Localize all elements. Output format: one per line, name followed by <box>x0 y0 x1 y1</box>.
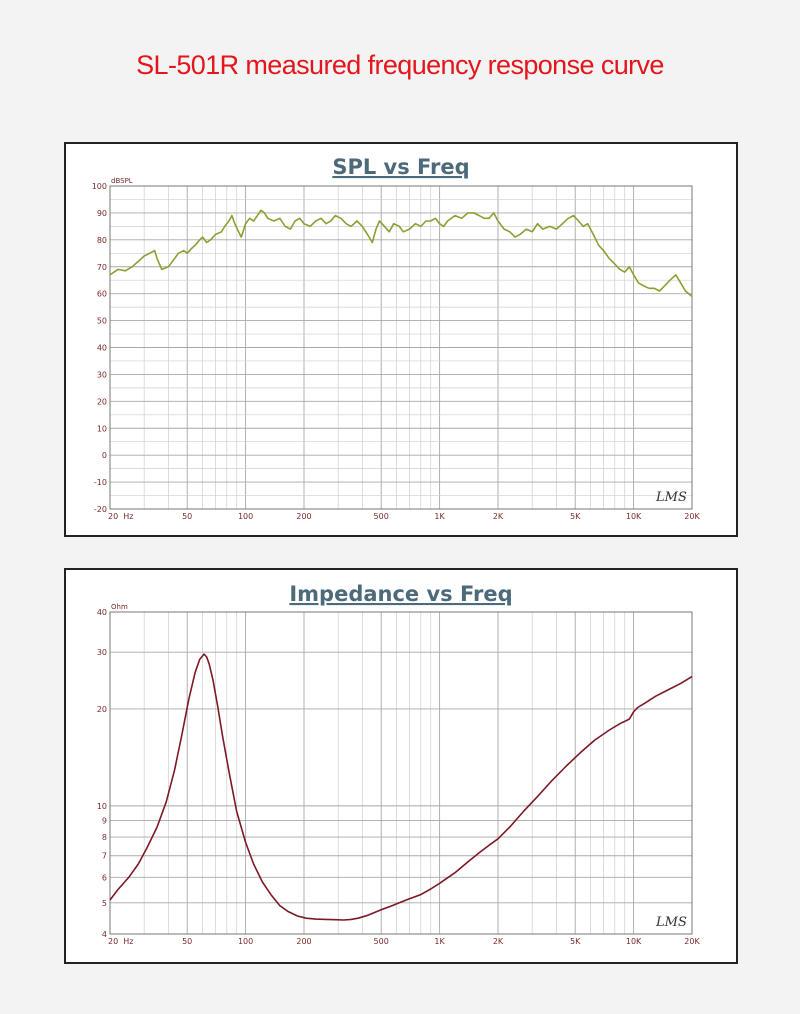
plot-frame <box>109 185 693 510</box>
y-tick-label: 6 <box>102 873 107 882</box>
y-tick-label: -10 <box>94 478 107 487</box>
x-tick-label: 1K <box>434 512 445 521</box>
y-tick-label: 40 <box>97 344 107 353</box>
lms-watermark: LMS <box>655 490 687 505</box>
y-tick-label: 10 <box>97 424 107 433</box>
y-tick-label: 5 <box>102 899 107 908</box>
x-tick-label: 1K <box>434 937 445 946</box>
x-tick-label: 50 <box>182 937 192 946</box>
y-tick-label: -20 <box>94 505 107 514</box>
y-tick-label: 80 <box>97 236 107 245</box>
x-tick-label: 20 Hz <box>108 512 133 521</box>
chart-title: Impedance vs Freq <box>289 582 512 606</box>
x-tick-label: 50 <box>182 512 192 521</box>
x-tick-label: 10K <box>626 512 642 521</box>
lms-watermark: LMS <box>655 915 687 930</box>
x-tick-label: 2K <box>493 937 504 946</box>
y-tick-label: 60 <box>97 290 107 299</box>
y-tick-label: 7 <box>102 852 107 861</box>
y-tick-label: 20 <box>97 705 107 714</box>
x-tick-label: 20K <box>684 937 700 946</box>
y-tick-label: 50 <box>97 317 107 326</box>
x-tick-label: 20 Hz <box>108 937 133 946</box>
chart-title: SPL vs Freq <box>332 155 469 179</box>
y-tick-label: 4 <box>102 930 107 939</box>
y-tick-label: 30 <box>97 648 107 657</box>
y-tick-label: 20 <box>97 397 107 406</box>
y-tick-label: 30 <box>97 370 107 379</box>
spl-chart-panel: -20 -10 0 10 20 30 40 50 60 70 80 90 100 20 Hz 50 100 20… <box>64 142 738 537</box>
y-tick-label: 0 <box>102 451 107 460</box>
series-line <box>109 653 693 921</box>
x-tick-label: 200 <box>296 512 311 521</box>
y-axis-label: Ohm <box>111 603 128 611</box>
x-tick-label: 500 <box>374 512 389 521</box>
x-tick-label: 2K <box>493 512 504 521</box>
plot-frame <box>109 611 693 935</box>
impedance-chart-panel: 4 5 6 7 8 9 10 20 30 40 20 Hz 50 100 200 500 1K 2K 5K 10K 2… <box>64 568 738 964</box>
page-title: SL-501R measured frequency response curv… <box>136 50 664 80</box>
x-tick-label: 10K <box>626 937 642 946</box>
y-tick-label: 100 <box>92 182 107 191</box>
x-tick-label: 500 <box>374 937 389 946</box>
x-tick-label: 100 <box>238 512 253 521</box>
series-line <box>109 209 693 298</box>
y-axis-label: dBSPL <box>111 177 133 185</box>
y-tick-label: 8 <box>102 833 107 842</box>
y-tick-label: 90 <box>97 209 107 218</box>
y-tick-label: 70 <box>97 263 107 272</box>
x-tick-label: 5K <box>570 512 581 521</box>
x-tick-label: 5K <box>570 937 581 946</box>
y-tick-label: 9 <box>102 817 107 826</box>
x-tick-label: 100 <box>238 937 253 946</box>
impedance-chart: 4 5 6 7 8 9 10 20 30 40 20 Hz 50 100 200 500 1K 2K 5K 10K 2… <box>97 582 701 946</box>
y-tick-label: 10 <box>97 802 107 811</box>
x-tick-label: 20K <box>684 512 700 521</box>
y-tick-label: 40 <box>97 608 107 617</box>
spl-chart: -20 -10 0 10 20 30 40 50 60 70 80 90 100 20 Hz 50 100 20… <box>92 155 701 521</box>
x-tick-label: 200 <box>296 937 311 946</box>
